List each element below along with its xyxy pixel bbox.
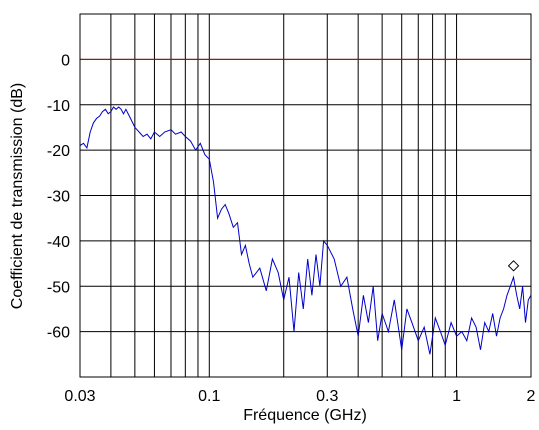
y-tick-label: -20: [47, 143, 70, 160]
y-tick-label: -30: [47, 189, 70, 206]
transmission-series-line: [79, 106, 532, 355]
y-tick-label: -40: [47, 234, 70, 251]
x-tick-labels: 0.03 0.1 0.3 1 2: [64, 388, 535, 405]
diamond-marker: [507, 260, 520, 272]
x-tick-label: 0.03: [64, 388, 95, 405]
y-tick-label: -60: [47, 325, 70, 342]
plot-frame: [79, 13, 532, 378]
y-axis-label: Coefficient de transmission (dB): [9, 83, 26, 309]
x-tick-label: 0.1: [198, 388, 220, 405]
y-tick-labels: 0 -10 -20 -30 -40 -50 -60: [47, 52, 70, 341]
x-tick-label: 0.3: [316, 388, 338, 405]
y-tick-label: 0: [61, 52, 70, 69]
y-tick-label: -50: [47, 279, 70, 296]
x-tick-label: 1: [452, 388, 461, 405]
x-axis-label: Fréquence (GHz): [243, 407, 367, 424]
x-tick-label: 2: [527, 388, 536, 405]
y-tick-label: -10: [47, 98, 70, 115]
